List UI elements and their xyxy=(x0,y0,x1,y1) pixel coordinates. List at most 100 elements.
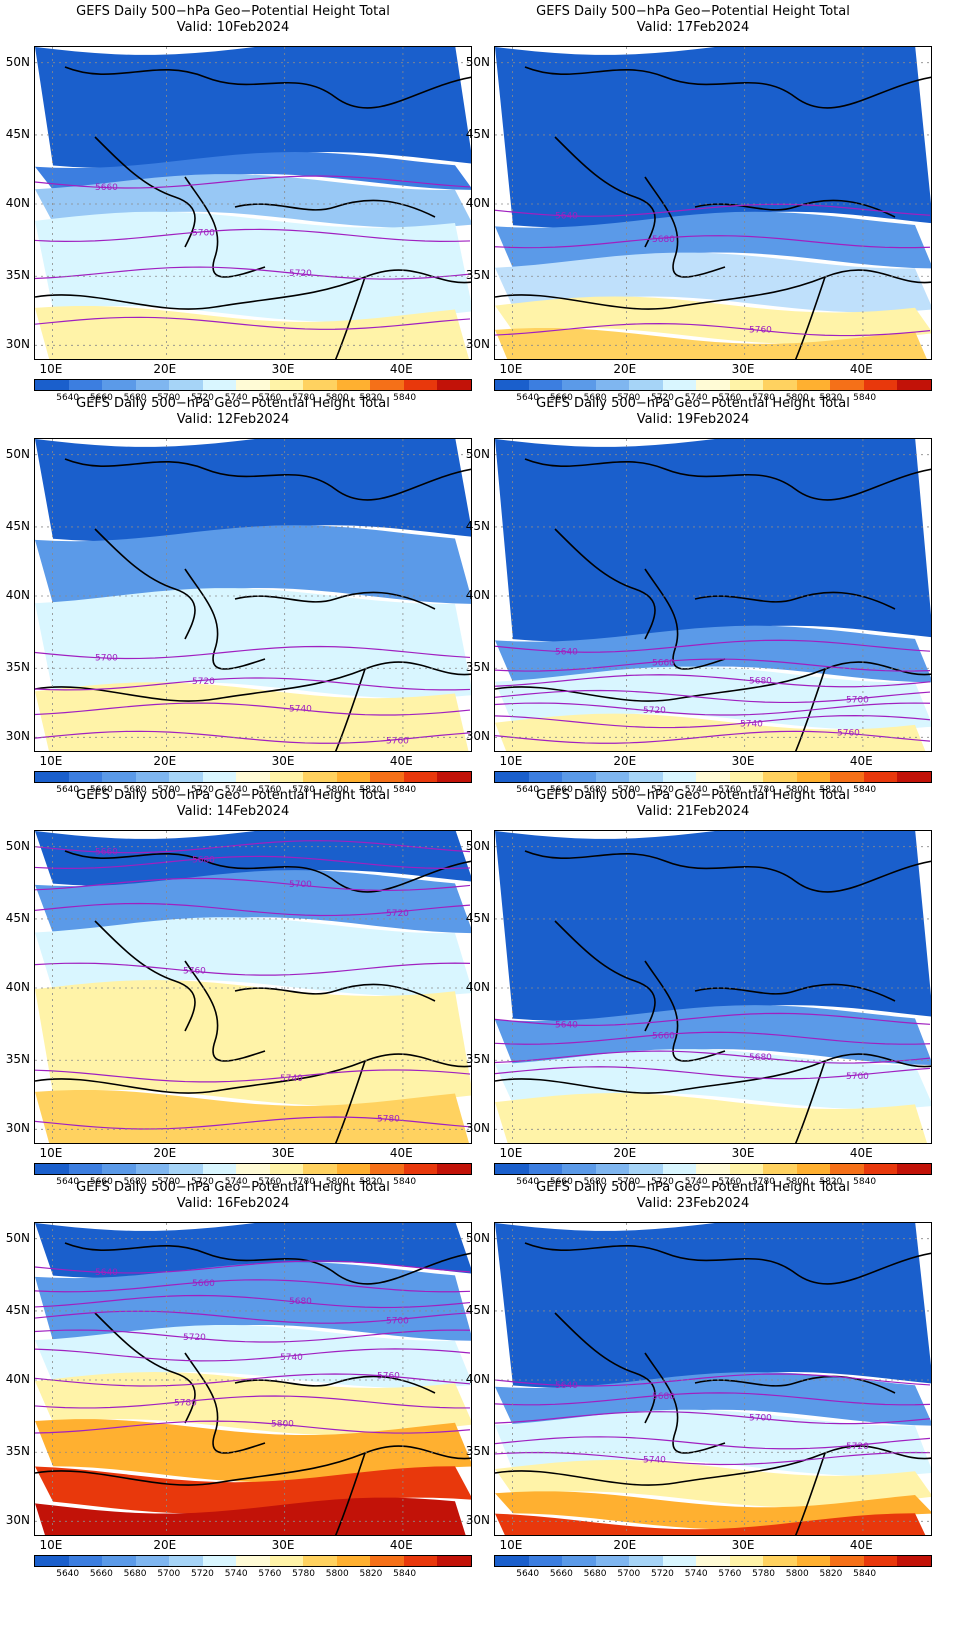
height-band xyxy=(495,831,931,1022)
contour-line xyxy=(495,689,931,704)
coastline xyxy=(524,66,931,109)
latitude-label: 35N xyxy=(465,1444,490,1459)
coastline xyxy=(64,458,471,501)
coastline xyxy=(184,960,266,1062)
colorbar-swatch xyxy=(562,772,596,782)
height-band xyxy=(35,917,471,996)
colorbar-label: 5820 xyxy=(359,1177,383,1187)
latitude-label: 40N xyxy=(5,588,30,602)
latitude-label: 35N xyxy=(5,1052,30,1067)
contour-label: 5680 xyxy=(192,856,215,866)
longitude-label: 40E xyxy=(849,1146,873,1160)
height-band xyxy=(35,588,471,699)
latitude-label: 50N xyxy=(465,54,490,69)
latitude-label: 45N xyxy=(5,1302,30,1317)
contour-line xyxy=(35,1329,471,1343)
colorbar-label: 5840 xyxy=(393,785,417,795)
coastline xyxy=(794,276,826,359)
contour-label: 5760 xyxy=(837,729,860,739)
contour-label: 5700 xyxy=(289,880,312,890)
contour-line xyxy=(495,1436,931,1450)
colorbar-swatch xyxy=(269,380,304,390)
coastline xyxy=(334,668,366,751)
geopotential-height-map: 5660 5680 5700 5720 5760 5740 5780 xyxy=(34,830,472,1144)
colorbar-swatch xyxy=(662,1164,697,1174)
colorbar-swatch xyxy=(897,380,931,390)
colorbar-swatch xyxy=(169,1164,203,1174)
map-panel: GEFS Daily 500−hPa Geo−Potential Height … xyxy=(458,1176,932,1579)
contour-line xyxy=(35,266,471,280)
colorbar-swatch xyxy=(135,380,170,390)
latitude-label: 30N xyxy=(5,729,30,744)
coastline xyxy=(495,1053,931,1094)
latitude-label: 40N xyxy=(5,196,30,210)
contour-label: 5660 xyxy=(95,183,118,193)
colorbar-swatch xyxy=(102,1164,136,1174)
contour-label: 5800 xyxy=(271,1420,294,1430)
colorbar-swatch xyxy=(403,1556,438,1566)
longitude-label: 40E xyxy=(849,362,873,376)
contour-line xyxy=(495,1411,931,1425)
colorbar-label: 5700 xyxy=(617,393,641,403)
contour-line xyxy=(35,1294,471,1309)
longitude-label: 40E xyxy=(849,754,873,768)
colorbar-swatch xyxy=(303,1164,337,1174)
contour-line xyxy=(495,1392,931,1406)
colorbar xyxy=(34,1163,472,1175)
contour-label: 5660 xyxy=(652,1031,675,1041)
colorbar-label: 5760 xyxy=(258,393,282,403)
contour-label: 5720 xyxy=(183,1333,206,1343)
colorbar-swatch xyxy=(169,772,203,782)
colorbar-swatch xyxy=(528,1164,563,1174)
colorbar-label: 5800 xyxy=(325,393,349,403)
contour-label: 5720 xyxy=(846,1442,869,1452)
contour-label: 5660 xyxy=(95,848,118,858)
colorbar-label: 5720 xyxy=(191,1569,214,1579)
longitude-label: 20E xyxy=(153,1538,177,1552)
latitude-label: 50N xyxy=(5,838,30,853)
colorbar-swatch xyxy=(370,380,404,390)
contour-line xyxy=(35,902,471,917)
latitude-label: 30N xyxy=(5,1513,30,1528)
longitude-label: 30E xyxy=(271,754,295,768)
colorbar-swatch xyxy=(763,380,797,390)
contour-line xyxy=(35,855,471,869)
height-band xyxy=(35,682,469,751)
colorbar-swatch xyxy=(495,1556,529,1566)
colorbar-label: 5760 xyxy=(258,1177,282,1187)
contour-label: 5720 xyxy=(386,909,409,919)
contour-label: 5660 xyxy=(192,1279,215,1289)
colorbar-swatch xyxy=(102,380,136,390)
colorbar-swatch xyxy=(437,1164,471,1174)
colorbar-swatch xyxy=(729,380,764,390)
map-panel: GEFS Daily 500−hPa Geo−Potential Height … xyxy=(0,0,472,403)
colorbar-label: 5780 xyxy=(292,393,315,403)
contour-line xyxy=(35,175,471,189)
latitude-label: 35N xyxy=(465,1052,490,1067)
colorbar-label: 5760 xyxy=(718,393,742,403)
latitude-label: 45N xyxy=(5,518,30,533)
colorbar-swatch xyxy=(336,772,371,782)
colorbar-swatch xyxy=(729,1164,764,1174)
colorbar-label: 5820 xyxy=(819,785,843,795)
latitude-label: 50N xyxy=(5,446,30,461)
coastline xyxy=(94,920,196,1032)
colorbar-label: 5680 xyxy=(583,1569,607,1579)
latitude-label: 35N xyxy=(5,660,30,675)
contour-line xyxy=(35,1420,471,1434)
latitude-label: 50N xyxy=(465,1230,490,1245)
contour-line xyxy=(495,1373,931,1387)
coastline xyxy=(334,1060,366,1143)
contour-label: 5700 xyxy=(386,1316,409,1326)
coastline xyxy=(554,920,656,1032)
colorbar-label: 5760 xyxy=(258,785,282,795)
height-band xyxy=(495,47,931,228)
colorbar-swatch xyxy=(269,772,304,782)
colorbar-label: 5640 xyxy=(516,1177,540,1187)
coastline xyxy=(64,1242,471,1285)
colorbar-label: 5700 xyxy=(157,1569,181,1579)
colorbar-label: 5840 xyxy=(853,1569,877,1579)
colorbar-swatch xyxy=(595,772,630,782)
longitude-label: 20E xyxy=(153,362,177,376)
colorbar-swatch xyxy=(68,1556,103,1566)
